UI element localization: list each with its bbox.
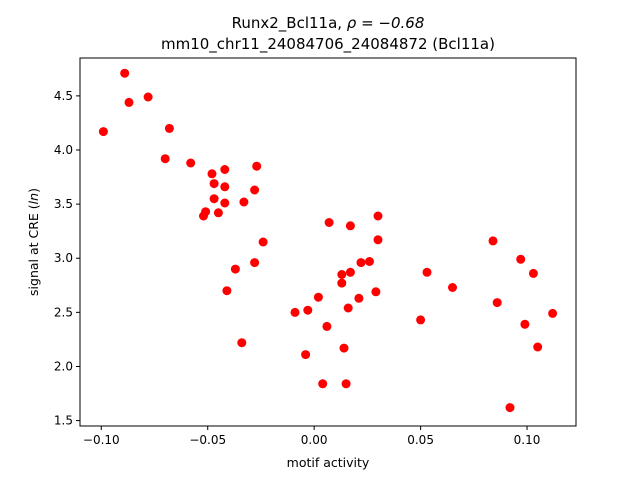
x-tick-label: 0.10 [514, 433, 541, 447]
x-tick-label: −0.05 [189, 433, 226, 447]
data-point [252, 161, 262, 171]
data-point [373, 211, 383, 221]
y-tick-label: 2.5 [54, 305, 73, 319]
data-point [124, 97, 134, 107]
data-point [209, 194, 219, 204]
x-axis-label: motif activity [287, 455, 370, 470]
data-point [322, 321, 332, 331]
data-point [356, 258, 366, 268]
data-point [160, 154, 170, 164]
data-point [505, 403, 515, 413]
data-point [343, 303, 353, 313]
data-point [354, 293, 364, 303]
data-point [220, 165, 230, 174]
data-point [324, 218, 334, 227]
y-axis-label-italic: ln [26, 193, 41, 204]
chart-title-rho: ρ = −0.68 [347, 14, 425, 32]
points-layer [98, 68, 558, 413]
data-point [250, 258, 260, 268]
y-tick-label: 2.0 [54, 359, 73, 373]
data-point [339, 343, 349, 353]
data-point [341, 379, 351, 389]
data-point [98, 127, 108, 137]
chart-title-line2: mm10_chr11_24084706_24084872 (Bcl11a) [161, 35, 495, 54]
data-point [488, 236, 498, 246]
data-point [230, 264, 240, 274]
x-axis-ticks: −0.10 −0.05 0.00 0.05 0.10 [83, 426, 541, 447]
y-axis-label: signal at CRE (ln) [26, 188, 41, 296]
data-point [164, 123, 174, 133]
data-point [301, 350, 311, 360]
data-point [213, 208, 223, 218]
data-point [250, 185, 260, 195]
y-tick-label: 4.5 [54, 89, 73, 103]
data-point [120, 68, 130, 78]
data-point [220, 198, 230, 208]
y-tick-label: 1.5 [54, 414, 73, 428]
data-point [345, 267, 355, 277]
y-tick-label: 3.0 [54, 251, 73, 265]
plot-frame [79, 57, 577, 427]
data-point [258, 237, 268, 247]
data-point [337, 278, 347, 288]
y-axis-ticks: 1.5 2.0 2.5 3.0 3.5 4.0 4.5 [54, 89, 80, 428]
data-point [220, 182, 230, 192]
data-point [143, 92, 153, 102]
data-point [290, 307, 300, 317]
data-point [337, 270, 347, 279]
data-point [448, 283, 457, 292]
data-point [209, 179, 219, 189]
data-point [365, 257, 374, 266]
data-point [371, 287, 381, 297]
x-tick-label: −0.10 [83, 433, 120, 447]
data-point [422, 267, 432, 277]
y-axis-label-suffix: ) [26, 188, 41, 193]
data-point [313, 292, 323, 302]
data-point [318, 379, 328, 389]
data-point [239, 197, 249, 207]
x-tick-label: 0.05 [407, 433, 434, 447]
data-point [303, 305, 313, 315]
data-point [548, 308, 558, 318]
data-point [516, 254, 526, 264]
data-point [373, 235, 383, 245]
data-point [528, 268, 538, 278]
data-point [416, 315, 426, 325]
data-point [533, 342, 543, 352]
data-point [186, 158, 196, 168]
data-point [199, 211, 208, 221]
data-point [492, 298, 502, 308]
data-point [345, 221, 355, 231]
y-axis-label-prefix: signal at CRE ( [26, 204, 41, 296]
chart-title-prefix: Runx2_Bcl11a, [232, 14, 347, 33]
chart-title-line1: Runx2_Bcl11a, ρ = −0.68 [232, 14, 425, 33]
data-point [520, 319, 530, 329]
data-point [222, 286, 232, 296]
x-tick-label: 0.00 [301, 433, 328, 447]
data-point [207, 169, 217, 179]
data-point [237, 338, 247, 348]
y-tick-label: 4.0 [54, 143, 73, 157]
y-tick-label: 3.5 [54, 197, 73, 211]
